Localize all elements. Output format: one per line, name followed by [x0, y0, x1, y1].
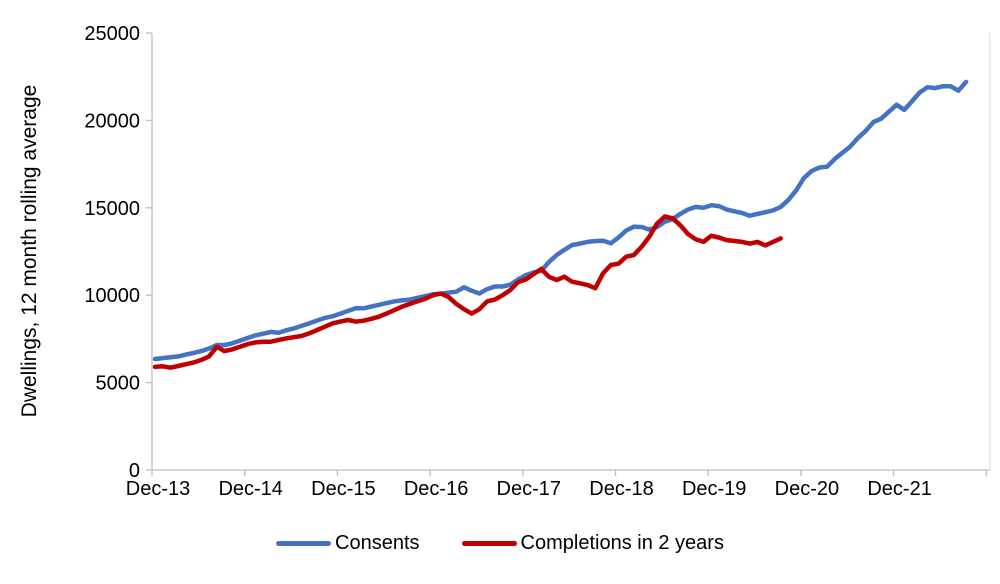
y-tick-label: 5000: [96, 373, 141, 395]
series-line-completions-in-2-years: [152, 214, 783, 370]
x-tick-label: Dec-17: [497, 478, 561, 500]
legend-swatch-consents: [276, 541, 332, 546]
y-tick-label: 25000: [84, 23, 140, 45]
legend-label-consents: Consents: [335, 532, 420, 554]
x-tick-label: Dec-18: [589, 478, 653, 500]
x-tick-label: Dec-13: [126, 478, 190, 500]
x-tick-label: Dec-16: [404, 478, 468, 500]
legend-swatch-completions-in-2-years: [461, 541, 517, 546]
y-axis-title: Dwellings, 12 month rolling average: [18, 84, 41, 418]
legend-item-completions-in-2-years: Completions in 2 years: [461, 532, 724, 555]
y-tick-label: 0: [129, 460, 140, 482]
x-tick-label: Dec-15: [311, 478, 375, 500]
legend-item-consents: Consents: [276, 532, 420, 555]
series-line-consents: [152, 79, 969, 362]
legend: Consents Completions in 2 years: [0, 532, 1000, 555]
y-tick-label: 20000: [84, 110, 140, 132]
legend-label-completions-in-2-years: Completions in 2 years: [520, 532, 724, 554]
x-tick-label: Dec-19: [682, 478, 746, 500]
x-tick-label: Dec-14: [218, 478, 282, 500]
x-tick-label: Dec-21: [867, 478, 931, 500]
y-tick-label: 10000: [84, 285, 140, 307]
x-tick-label: Dec-20: [775, 478, 839, 500]
y-tick-label: 15000: [84, 198, 140, 220]
